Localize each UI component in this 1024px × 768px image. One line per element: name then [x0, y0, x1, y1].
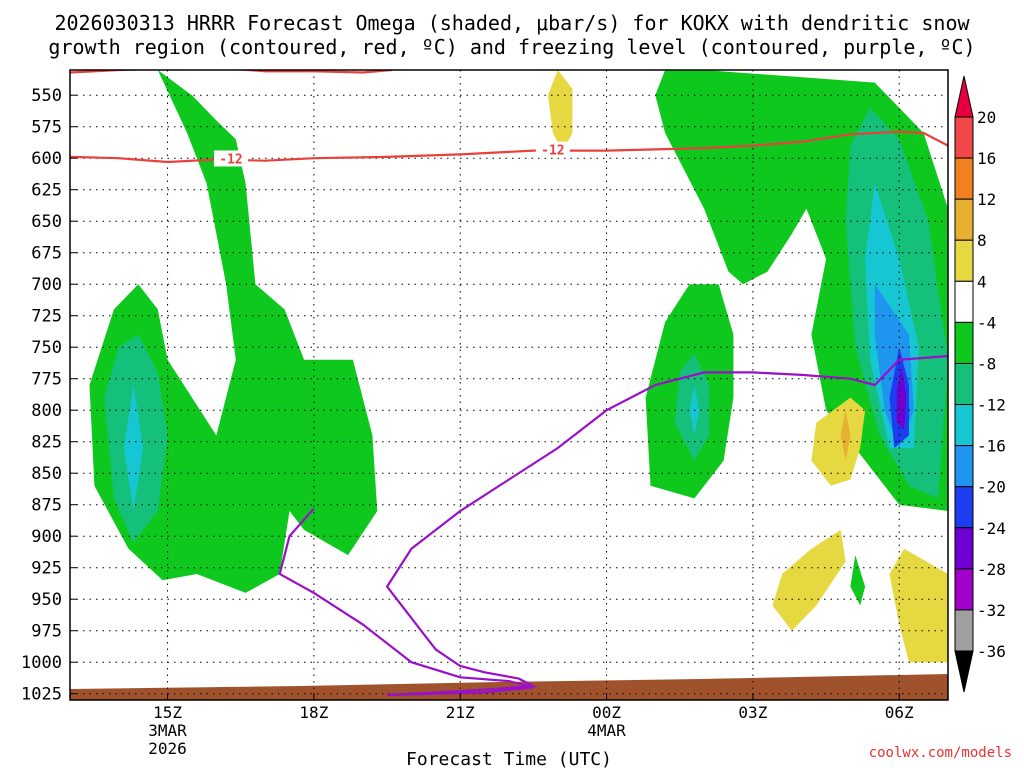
colorbar-bin-10 — [954, 486, 974, 529]
y-tick-label-875: 875 — [31, 496, 62, 516]
freezing-level-contour — [278, 354, 948, 697]
colorbar-label-20: 20 — [977, 108, 996, 127]
y-tick-label-1025: 1025 — [21, 685, 62, 705]
y-tick-label-575: 575 — [31, 118, 62, 138]
x-tick-sublabel-15Z: 3MAR — [148, 721, 187, 740]
y-tick-label-725: 725 — [31, 307, 62, 327]
y-tick-label-750: 750 — [31, 338, 62, 358]
chart-title-line-1: 2026030313 HRRR Forecast Omega (shaded, … — [54, 11, 970, 35]
x-tick-year-15Z: 2026 — [148, 739, 187, 758]
colorbar-bin-11 — [954, 527, 974, 570]
colorbar-bin-2 — [954, 157, 974, 200]
contour-label-bg-1 — [535, 141, 570, 158]
contour-lines-layer: -12 -12 — [70, 70, 948, 697]
colorbar-bin-3 — [954, 198, 974, 241]
plot-frame — [69, 69, 949, 701]
y-tick-label-550: 550 — [31, 86, 62, 106]
x-tick-label-21Z: 21Z — [446, 703, 475, 722]
omega-region-13 — [548, 70, 573, 152]
y-tick-label-700: 700 — [31, 275, 62, 295]
colorbar-bin-13 — [954, 609, 974, 652]
y-tick-label-950: 950 — [31, 590, 62, 610]
y-tick-label-975: 975 — [31, 622, 62, 642]
credit-text: coolwx.com/models — [869, 745, 1012, 761]
colorbar-label--12: -12 — [977, 396, 1006, 415]
y-tick-label-850: 850 — [31, 464, 62, 484]
omega-region-2 — [123, 385, 144, 511]
colorbar-label--4: -4 — [977, 313, 996, 332]
omega-shading-layer — [89, 70, 948, 663]
colorbar-label--20: -20 — [977, 478, 1006, 497]
omega-region-11 — [896, 366, 907, 430]
colorbar-bin-1 — [954, 116, 974, 159]
y-tick-label-825: 825 — [31, 433, 62, 453]
x-tick-label-18Z: 18Z — [299, 703, 328, 722]
colorbar-label-8: 8 — [977, 231, 987, 250]
chart-title-line-2: growth region (contoured, red, ºC) and f… — [48, 35, 975, 59]
dgz-minus12-contour — [70, 130, 948, 164]
y-tick-label-600: 600 — [31, 149, 62, 169]
y-tick-label-675: 675 — [31, 244, 62, 264]
colorbar-bin-12 — [954, 568, 974, 611]
colorbar-label-4: 4 — [977, 272, 987, 291]
colorbar-label--36: -36 — [977, 642, 1006, 661]
colorbar-label--32: -32 — [977, 601, 1006, 620]
y-axis: 550 575 600 625 650 675 700 725 750 775 800 825 850 8… — [21, 86, 77, 705]
x-tick-label-15Z: 15Z — [153, 703, 182, 722]
omega-region-16 — [772, 529, 846, 631]
colorbar-bin-4 — [954, 239, 974, 282]
colorbar-bin-8 — [954, 404, 974, 447]
y-tick-label-775: 775 — [31, 370, 62, 390]
colorbar-label-16: 16 — [977, 149, 996, 168]
contour-label-bg-0 — [213, 150, 248, 167]
y-tick-label-925: 925 — [31, 559, 62, 579]
grid-layer — [70, 70, 948, 700]
colorbar-label--24: -24 — [977, 519, 1006, 538]
colorbar-bottom-arrow — [954, 650, 974, 693]
omega-region-12 — [850, 555, 866, 606]
y-tick-label-1000: 1000 — [21, 653, 62, 673]
colorbar-label--16: -16 — [977, 437, 1006, 456]
colorbar-label-12: 12 — [977, 190, 996, 209]
omega-region-15 — [840, 410, 851, 461]
x-tick-sublabel-00Z: 4MAR — [587, 721, 626, 740]
colorbar-bin-7 — [954, 362, 974, 406]
colorbar: 20 16 12 8 4 -4 -8 -12 -16 -20 -24 -28 -32 -36 — [954, 75, 1006, 693]
x-tick-label-03Z: 03Z — [738, 703, 767, 722]
contour-label-1: -12 — [541, 144, 564, 159]
colorbar-bin-9 — [954, 445, 974, 488]
colorbar-top-arrow — [954, 75, 974, 118]
dgz-top-contour — [70, 70, 392, 74]
colorbar-label--8: -8 — [977, 354, 996, 373]
y-tick-label-800: 800 — [31, 401, 62, 421]
x-tick-label-00Z: 00Z — [592, 703, 621, 722]
colorbar-bin-6 — [954, 321, 974, 364]
x-tick-label-06Z: 06Z — [885, 703, 914, 722]
colorbar-bin-5 — [954, 280, 974, 323]
omega-region-17 — [889, 548, 948, 663]
y-tick-label-625: 625 — [31, 181, 62, 201]
y-tick-label-900: 900 — [31, 527, 62, 547]
contour-label-0: -12 — [219, 152, 242, 167]
y-tick-label-650: 650 — [31, 212, 62, 232]
x-axis-label: Forecast Time (UTC) — [406, 749, 612, 768]
colorbar-label--28: -28 — [977, 560, 1006, 579]
